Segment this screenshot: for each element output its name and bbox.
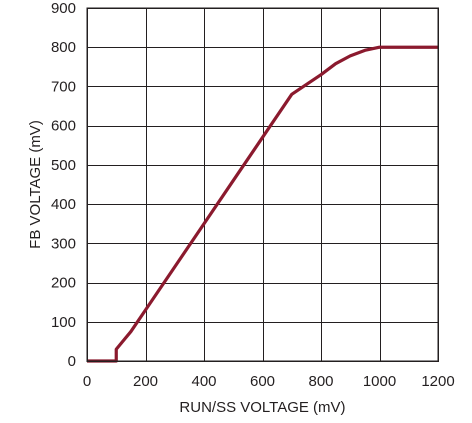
x-tick-label: 200 xyxy=(133,373,158,390)
y-tick-label: 700 xyxy=(51,78,76,95)
y-tick-label: 500 xyxy=(51,157,76,174)
y-tick-label: 100 xyxy=(51,314,76,331)
x-tick-label: 0 xyxy=(83,373,91,390)
y-tick-label: 200 xyxy=(51,275,76,292)
y-tick-label: 300 xyxy=(51,235,76,252)
y-tick-label: 900 xyxy=(51,0,76,17)
series-group xyxy=(87,45,438,363)
x-axis-label: RUN/SS VOLTAGE (mV) xyxy=(179,399,345,416)
y-axis-ticks: 0 100 200 300 400 500 600 700 800 900 xyxy=(51,0,76,370)
x-tick-label: 1000 xyxy=(363,373,396,390)
x-tick-label: 400 xyxy=(191,373,216,390)
y-axis-label: FB VOLTAGE (mV) xyxy=(27,120,44,249)
y-tick-label: 0 xyxy=(68,353,76,370)
y-tick-label: 400 xyxy=(51,196,76,213)
grid xyxy=(87,8,438,361)
y-tick-label: 800 xyxy=(51,39,76,56)
x-tick-label: 600 xyxy=(250,373,275,390)
series-line-0 xyxy=(87,45,438,363)
x-tick-label: 800 xyxy=(308,373,333,390)
y-tick-label: 600 xyxy=(51,118,76,135)
x-tick-label: 1200 xyxy=(421,373,454,390)
plot-frame xyxy=(86,7,439,362)
x-axis-ticks: 0 200 400 600 800 1000 1200 xyxy=(83,373,455,390)
